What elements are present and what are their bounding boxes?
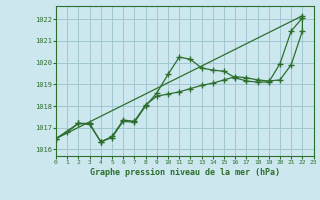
X-axis label: Graphe pression niveau de la mer (hPa): Graphe pression niveau de la mer (hPa) [90, 168, 280, 177]
